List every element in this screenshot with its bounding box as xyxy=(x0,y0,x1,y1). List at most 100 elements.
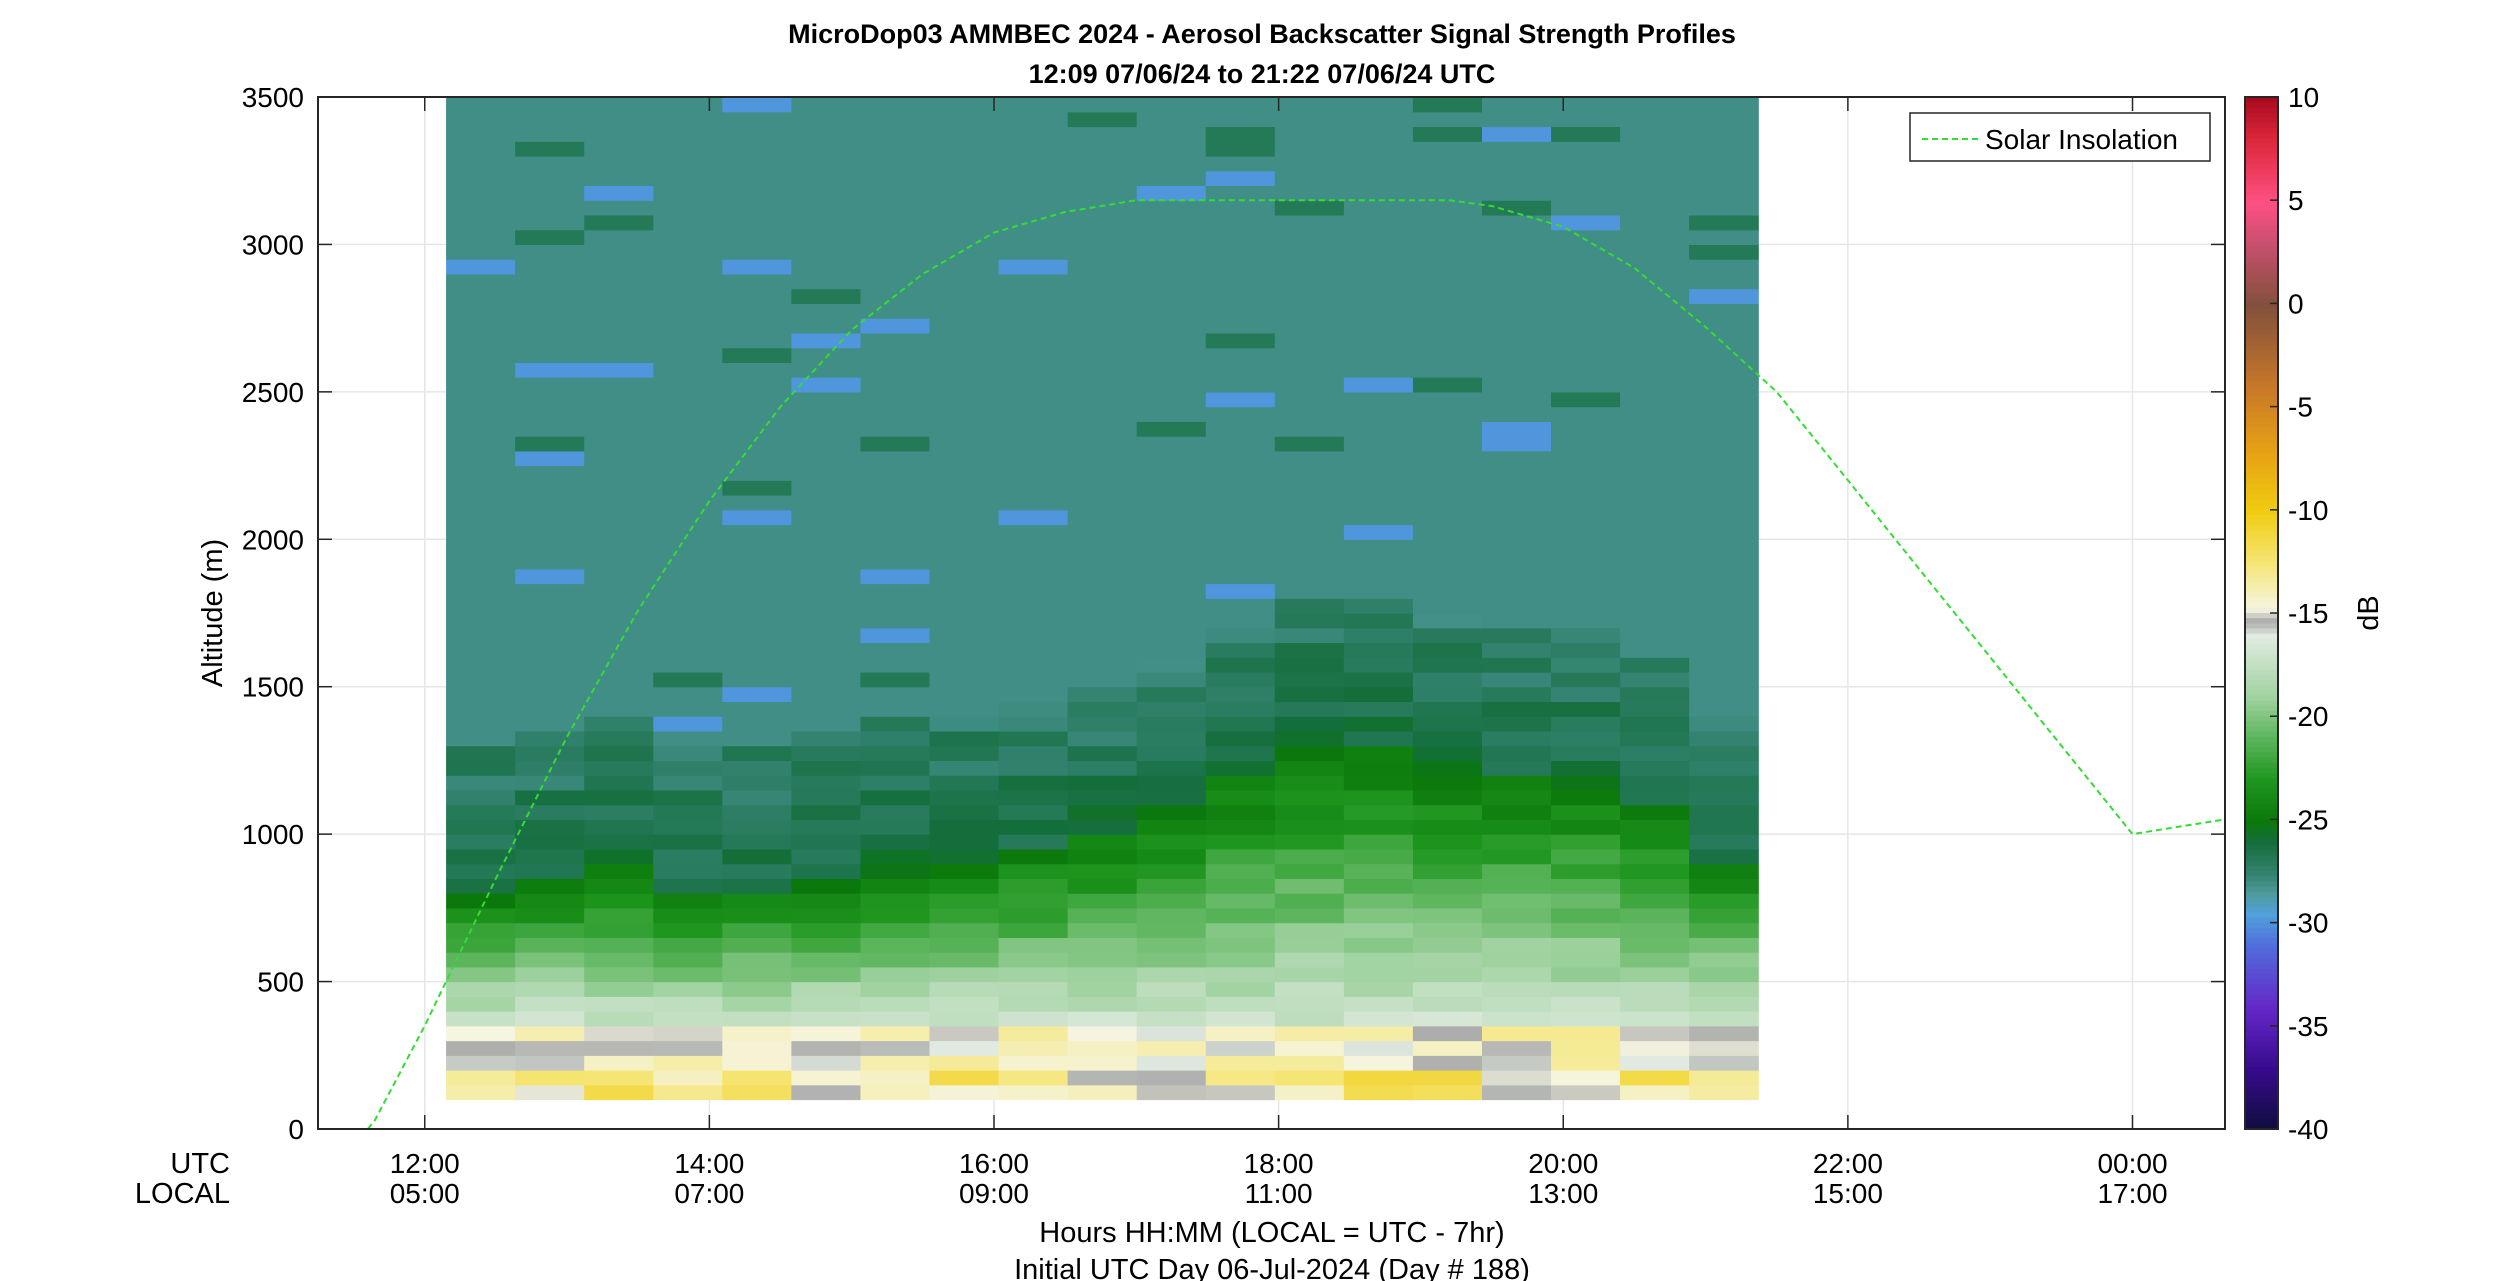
heatmap-cell xyxy=(1343,244,1414,260)
heatmap-cell xyxy=(929,200,1000,216)
heatmap-cell xyxy=(515,200,585,216)
heatmap-cell xyxy=(1551,229,1621,246)
heatmap-cell xyxy=(1205,1084,1276,1101)
heatmap-cell xyxy=(1067,126,1138,142)
heatmap-cell xyxy=(1274,229,1345,246)
heatmap-cell xyxy=(1343,804,1414,820)
heatmap-cell xyxy=(998,1025,1069,1042)
heatmap-cell xyxy=(860,613,931,629)
heatmap-cell xyxy=(1689,244,1759,260)
colorbar-segment xyxy=(2245,324,2278,330)
heatmap-cell xyxy=(791,480,862,496)
heatmap-cell xyxy=(1412,730,1483,747)
heatmap-cell xyxy=(1067,568,1138,585)
heatmap-cell xyxy=(722,97,792,113)
heatmap-cell xyxy=(584,966,654,983)
heatmap-cell xyxy=(1343,318,1414,334)
heatmap-cell xyxy=(1481,834,1552,850)
heatmap-cell xyxy=(1205,524,1276,540)
heatmap-cell xyxy=(1689,863,1759,879)
heatmap-cell xyxy=(1274,819,1345,835)
heatmap-cell xyxy=(653,362,723,378)
heatmap-cell xyxy=(584,377,654,393)
heatmap-cell xyxy=(1620,657,1690,673)
heatmap-cell xyxy=(1274,1055,1345,1071)
heatmap-cell xyxy=(860,878,931,894)
heatmap-cell xyxy=(860,347,931,363)
heatmap-cell xyxy=(1343,583,1414,599)
heatmap-cell xyxy=(584,716,654,732)
colorbar-segment xyxy=(2245,876,2278,883)
heatmap-cell xyxy=(722,495,792,511)
heatmap-cell xyxy=(584,1055,654,1071)
heatmap-cell xyxy=(1205,377,1276,393)
colorbar-segment xyxy=(2245,809,2278,816)
heatmap-cell xyxy=(1067,155,1138,172)
heatmap-cell xyxy=(1274,878,1345,894)
heatmap-cell xyxy=(653,141,723,157)
heatmap-cell xyxy=(722,509,792,526)
heatmap-cell xyxy=(446,642,516,658)
heatmap-cell xyxy=(1551,952,1621,968)
colorbar-segment xyxy=(2245,303,2278,310)
heatmap-cell xyxy=(1551,436,1621,452)
heatmap-cell xyxy=(860,185,931,201)
heatmap-cell xyxy=(1689,200,1759,216)
heatmap-cell xyxy=(1689,775,1759,791)
heatmap-cell xyxy=(1689,981,1759,997)
heatmap-cell xyxy=(1136,834,1207,850)
heatmap-cell xyxy=(584,495,654,511)
heatmap-cell xyxy=(791,170,862,187)
heatmap-cell xyxy=(1551,598,1621,614)
heatmap-cell xyxy=(1481,141,1552,157)
heatmap-cell xyxy=(1620,200,1690,216)
heatmap-cell xyxy=(791,642,862,658)
heatmap-cell xyxy=(929,819,1000,835)
heatmap-cell xyxy=(1136,804,1207,820)
heatmap-cell xyxy=(1343,701,1414,717)
colorbar-segment xyxy=(2245,396,2278,403)
heatmap-cell xyxy=(1067,480,1138,496)
colorbar-segment xyxy=(2245,406,2278,413)
heatmap-cell xyxy=(1067,377,1138,393)
heatmap-cell xyxy=(653,97,723,113)
heatmap-cell xyxy=(791,273,862,290)
heatmap-cell xyxy=(722,141,792,157)
heatmap-cell xyxy=(1205,288,1276,304)
heatmap-cell xyxy=(722,568,792,585)
heatmap-cell xyxy=(584,760,654,776)
heatmap-cell xyxy=(515,730,585,747)
heatmap-cell xyxy=(1689,480,1759,496)
colorbar-segment xyxy=(2245,613,2278,619)
heatmap-cell xyxy=(791,185,862,201)
heatmap-cell xyxy=(860,318,931,334)
heatmap-cell xyxy=(1481,509,1552,526)
heatmap-cell xyxy=(1343,450,1414,467)
heatmap-cell xyxy=(1412,745,1483,762)
heatmap-cell xyxy=(653,259,723,275)
heatmap-cell xyxy=(1551,97,1621,113)
heatmap-cell xyxy=(584,1070,654,1086)
heatmap-cell xyxy=(515,775,585,791)
heatmap-cell xyxy=(653,1025,723,1042)
heatmap-cell xyxy=(653,318,723,334)
heatmap-cell xyxy=(722,627,792,644)
heatmap-cell xyxy=(1620,450,1690,467)
heatmap-cell xyxy=(722,686,792,703)
heatmap-cell xyxy=(515,421,585,437)
heatmap-cell xyxy=(998,598,1069,614)
heatmap-cell xyxy=(1551,907,1621,924)
heatmap-cell xyxy=(1343,966,1414,983)
heatmap-cell xyxy=(722,111,792,128)
heatmap-cell xyxy=(998,613,1069,629)
heatmap-cell xyxy=(1136,907,1207,924)
heatmap-cell xyxy=(791,244,862,260)
colorbar-segment xyxy=(2245,974,2278,981)
heatmap-cell xyxy=(998,804,1069,820)
heatmap-cell xyxy=(653,509,723,526)
heatmap-cell xyxy=(1343,1011,1414,1027)
heatmap-cell xyxy=(653,627,723,644)
heatmap-cell xyxy=(515,273,585,290)
colorbar-segment xyxy=(2245,484,2278,490)
heatmap-cell xyxy=(1274,730,1345,747)
